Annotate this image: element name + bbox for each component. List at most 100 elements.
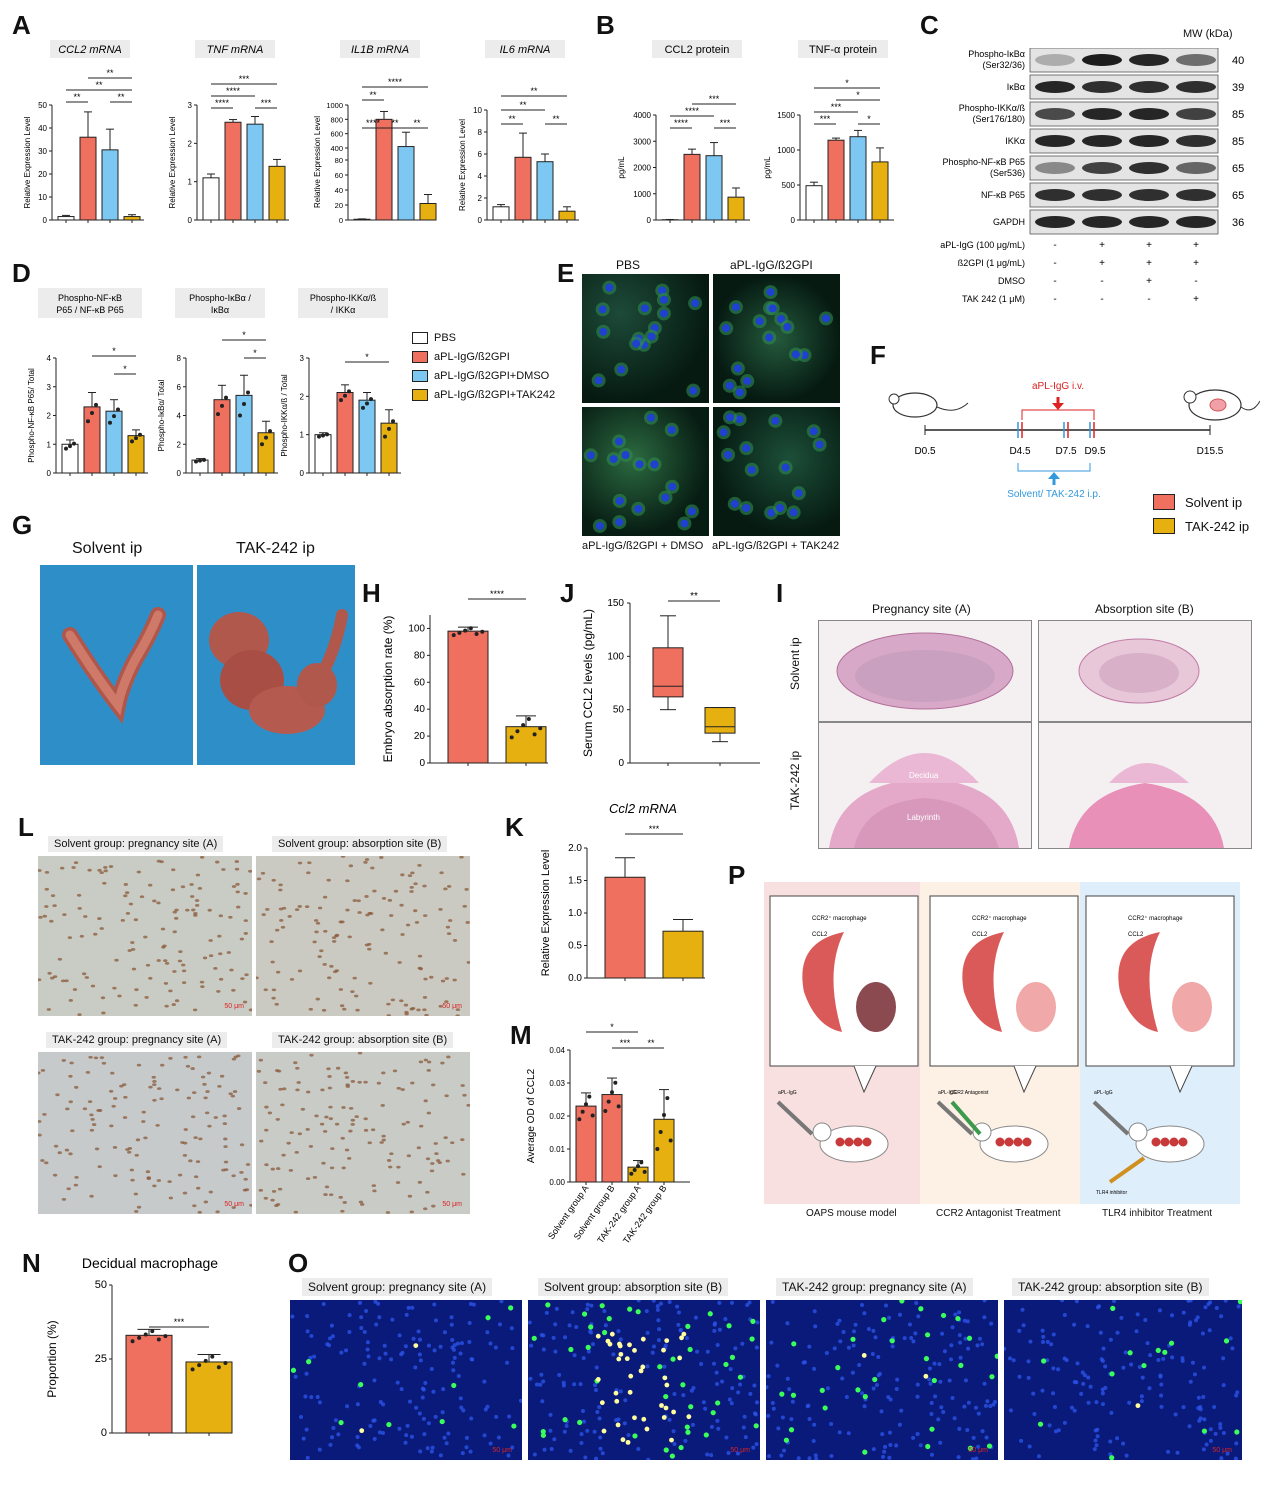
stained-nucleus	[64, 1148, 70, 1152]
stained-nucleus	[232, 1090, 238, 1093]
data-point	[143, 1332, 148, 1337]
data-point	[68, 444, 72, 449]
stained-nucleus	[57, 1151, 62, 1155]
dapi-nucleus	[730, 1386, 735, 1391]
data-point	[116, 407, 120, 412]
dapi-nucleus	[1082, 1373, 1087, 1378]
green-cell	[855, 1387, 861, 1393]
dapi-nucleus	[1060, 1300, 1065, 1303]
bar	[662, 930, 704, 979]
green-cell	[585, 1344, 591, 1350]
stained-nucleus	[383, 951, 389, 955]
dapi-nucleus	[812, 1366, 817, 1371]
dapi-nucleus	[636, 1446, 641, 1451]
stained-nucleus	[145, 963, 151, 967]
stained-nucleus	[133, 1192, 139, 1196]
y-tick-label: 100	[408, 623, 425, 634]
stained-nucleus	[397, 961, 402, 964]
stained-nucleus	[393, 889, 399, 893]
bar	[224, 121, 242, 221]
dapi-nucleus	[840, 1376, 845, 1381]
green-cell	[710, 1410, 716, 1416]
stained-nucleus	[192, 1204, 197, 1208]
dapi-nucleus	[650, 1350, 655, 1355]
green-cell	[881, 1317, 887, 1323]
data-point	[317, 434, 321, 439]
stained-nucleus	[218, 952, 223, 956]
treatment-sign: -	[1053, 240, 1056, 251]
stained-nucleus	[73, 1183, 79, 1187]
cell-nucleus	[733, 364, 742, 373]
stained-nucleus	[244, 973, 249, 977]
data-point	[137, 1335, 142, 1340]
stained-nucleus	[270, 1198, 275, 1202]
scale-bar: 50 μm	[442, 1003, 462, 1010]
dapi-nucleus	[1137, 1365, 1142, 1370]
dapi-nucleus	[542, 1447, 547, 1452]
stained-nucleus	[123, 883, 129, 886]
dapi-nucleus	[551, 1335, 556, 1340]
l-caption: Solvent group: absorption site (B)	[272, 836, 448, 852]
stained-nucleus	[243, 919, 249, 923]
stained-nucleus	[414, 920, 420, 924]
stained-nucleus	[124, 891, 130, 895]
stained-nucleus	[293, 1210, 299, 1214]
stained-nucleus	[388, 1165, 393, 1169]
dapi-nucleus	[1049, 1342, 1054, 1347]
y-tick-label: 4	[478, 172, 483, 181]
dapi-nucleus	[989, 1321, 994, 1326]
dapi-nucleus	[414, 1405, 419, 1410]
stained-nucleus	[202, 956, 208, 960]
tlr4-label: TLR4 inhibitor	[1096, 1190, 1127, 1196]
stained-nucleus	[389, 914, 394, 917]
dapi-nucleus	[897, 1422, 902, 1427]
green-cell	[723, 1361, 729, 1368]
stained-nucleus	[431, 1083, 436, 1087]
stained-nucleus	[356, 899, 361, 903]
chart-title: IL1B mRNA	[351, 44, 409, 56]
stained-nucleus	[206, 1071, 212, 1075]
stained-nucleus	[200, 985, 205, 989]
dapi-nucleus	[911, 1435, 916, 1440]
e-label-dmso: aPL-IgG/ß2GPI + DMSO	[582, 540, 704, 552]
dapi-nucleus	[950, 1395, 955, 1400]
dapi-nucleus	[355, 1435, 360, 1440]
y-tick-label: 10	[473, 106, 482, 115]
dapi-nucleus	[853, 1322, 858, 1327]
stained-nucleus	[263, 1081, 268, 1085]
merged-cell	[861, 1353, 867, 1358]
dapi-nucleus	[876, 1373, 881, 1378]
dapi-nucleus	[1127, 1400, 1132, 1405]
stained-nucleus	[123, 894, 128, 898]
blot-band	[1129, 108, 1169, 120]
dapi-nucleus	[1221, 1431, 1226, 1436]
data-point	[587, 1094, 592, 1099]
dapi-nucleus	[1094, 1443, 1099, 1448]
sig-label: *	[845, 78, 849, 88]
p-title: CCR2 Antagonist Treatment	[936, 1208, 1061, 1219]
dapi-nucleus	[485, 1404, 490, 1409]
stained-nucleus	[90, 984, 96, 988]
cell-nucleus	[747, 465, 756, 474]
stained-nucleus	[370, 1128, 376, 1132]
dapi-nucleus	[850, 1370, 855, 1375]
dapi-nucleus	[374, 1322, 379, 1327]
dapi-nucleus	[873, 1335, 878, 1340]
stained-nucleus	[222, 1114, 227, 1118]
merged-cell	[677, 1355, 683, 1361]
dapi-nucleus	[328, 1336, 333, 1341]
stained-nucleus	[295, 1066, 300, 1070]
bar	[314, 434, 332, 474]
dapi-nucleus	[766, 1374, 771, 1379]
y-tick-label: 50	[95, 1279, 107, 1291]
stained-nucleus	[297, 861, 303, 865]
stained-nucleus	[146, 1177, 151, 1181]
stained-nucleus	[294, 1150, 299, 1154]
dapi-nucleus	[594, 1456, 599, 1460]
green-cell	[791, 1341, 797, 1347]
chart-title: TNF mRNA	[207, 44, 264, 56]
treatment-sign: +	[1099, 258, 1105, 269]
ihc-image: 50 μm	[38, 856, 252, 1016]
dapi-nucleus	[1201, 1394, 1206, 1399]
